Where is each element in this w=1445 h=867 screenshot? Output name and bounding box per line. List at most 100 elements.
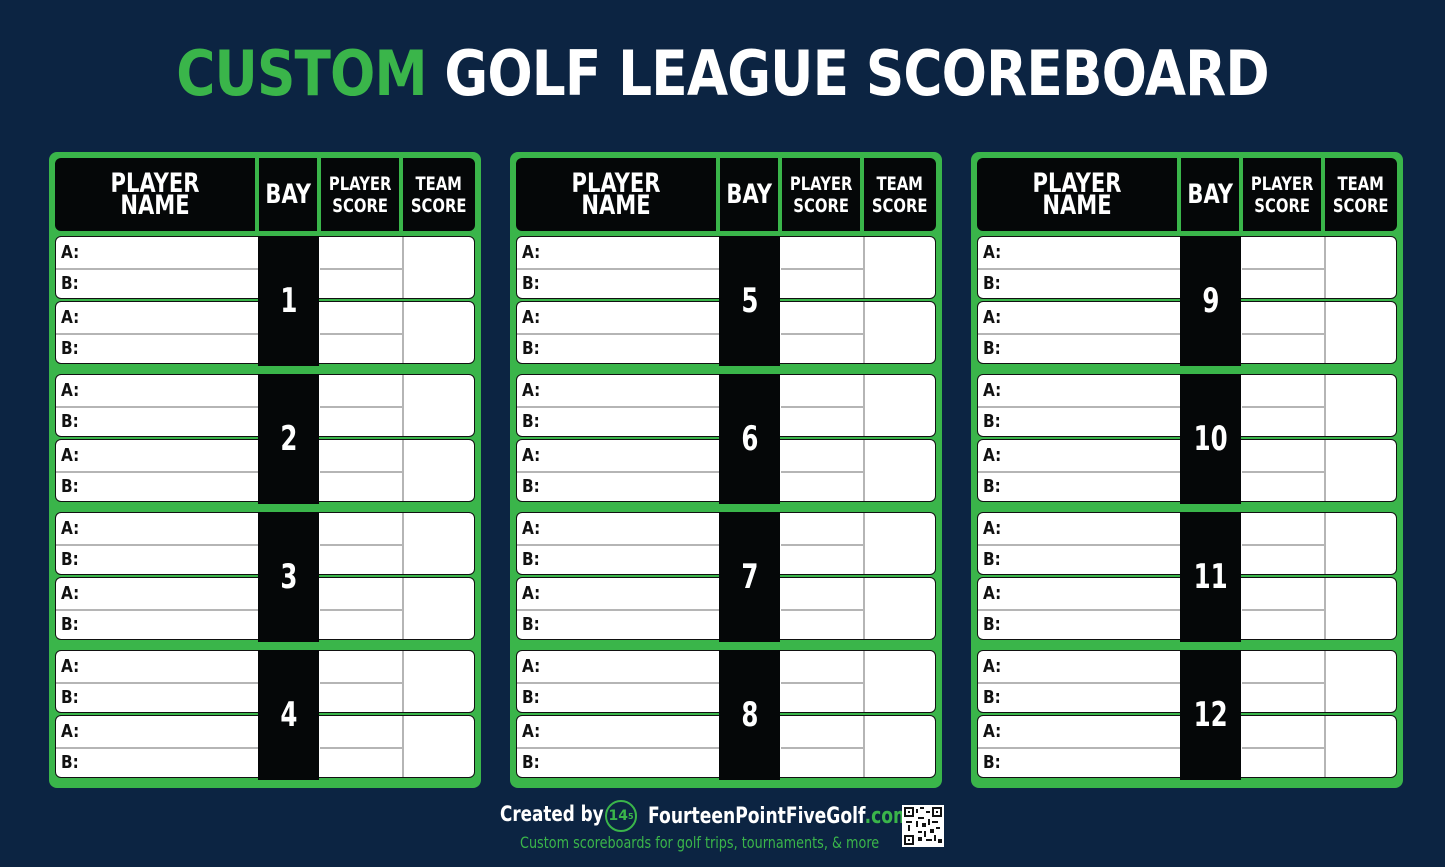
header-label: TEAM SCORE bbox=[1333, 172, 1389, 217]
header-label: PLAYER NAME bbox=[110, 167, 200, 221]
bay-number: 11 bbox=[1180, 512, 1241, 642]
row-divider bbox=[56, 406, 258, 408]
header-label: TEAM SCORE bbox=[872, 172, 928, 217]
row-divider bbox=[978, 333, 1180, 335]
row-divider bbox=[320, 747, 402, 749]
player-b-label: B: bbox=[61, 614, 79, 635]
row-divider bbox=[56, 544, 258, 546]
bay-group: A: B: A: B: 7 bbox=[516, 512, 936, 642]
player-b-label: B: bbox=[983, 687, 1001, 708]
player-b-label: B: bbox=[983, 476, 1001, 497]
player-b-label: B: bbox=[522, 752, 540, 773]
bay-group: A: B: A: B: 3 bbox=[55, 512, 475, 642]
player-b-label: B: bbox=[983, 752, 1001, 773]
scoreboard-panel: PLAYER NAME BAY PLAYER SCORE TEAM SCORE … bbox=[49, 152, 481, 788]
row-divider bbox=[56, 747, 258, 749]
row-divider bbox=[1242, 682, 1324, 684]
player-a-label: A: bbox=[522, 518, 541, 539]
row-divider bbox=[1242, 544, 1324, 546]
bay-group: A: B: A: B: 10 bbox=[977, 374, 1397, 504]
row-divider bbox=[517, 747, 719, 749]
column-divider bbox=[863, 578, 865, 639]
row-divider bbox=[781, 406, 863, 408]
header-player-score: PLAYER SCORE bbox=[782, 158, 860, 231]
bay-group: A: B: A: B: 11 bbox=[977, 512, 1397, 642]
header-label: TEAM SCORE bbox=[411, 172, 467, 217]
player-a-label: A: bbox=[983, 518, 1002, 539]
row-divider bbox=[781, 747, 863, 749]
column-divider bbox=[1324, 302, 1326, 363]
column-divider bbox=[402, 375, 404, 436]
player-a-label: A: bbox=[522, 242, 541, 263]
row-divider bbox=[320, 406, 402, 408]
bay-number: 5 bbox=[719, 236, 780, 366]
bay-number: 10 bbox=[1180, 374, 1241, 504]
player-a-label: A: bbox=[983, 380, 1002, 401]
player-b-label: B: bbox=[522, 549, 540, 570]
column-divider bbox=[863, 302, 865, 363]
bay-number: 1 bbox=[258, 236, 319, 366]
header-label: BAY bbox=[265, 178, 311, 210]
row-divider bbox=[320, 471, 402, 473]
header-player-score: PLAYER SCORE bbox=[1243, 158, 1321, 231]
row-divider bbox=[978, 609, 1180, 611]
footer: Created by 14 5 FourteenPointFiveGolf.com… bbox=[498, 800, 948, 856]
tagline: Custom scoreboards for golf trips, tourn… bbox=[520, 833, 880, 852]
column-divider bbox=[402, 440, 404, 501]
player-b-label: B: bbox=[983, 273, 1001, 294]
player-b-label: B: bbox=[983, 614, 1001, 635]
row-divider bbox=[1242, 268, 1324, 270]
page-title: CUSTOM GOLF LEAGUE SCOREBOARD bbox=[101, 34, 1344, 114]
brand-logo-icon: 14 5 bbox=[605, 800, 637, 832]
bay-number: 8 bbox=[719, 650, 780, 780]
header-player-name: PLAYER NAME bbox=[55, 158, 255, 231]
player-a-label: A: bbox=[61, 445, 80, 466]
column-divider bbox=[863, 513, 865, 574]
player-a-label: A: bbox=[61, 518, 80, 539]
bay-group: A: B: A: B: 5 bbox=[516, 236, 936, 366]
qr-code-icon[interactable] bbox=[902, 805, 944, 847]
column-divider bbox=[1324, 513, 1326, 574]
player-b-label: B: bbox=[61, 411, 79, 432]
column-divider bbox=[1324, 716, 1326, 777]
column-divider bbox=[863, 375, 865, 436]
row-divider bbox=[56, 471, 258, 473]
row-divider bbox=[1242, 333, 1324, 335]
player-b-label: B: bbox=[61, 752, 79, 773]
header-bay: BAY bbox=[1181, 158, 1239, 231]
column-divider bbox=[402, 302, 404, 363]
site-link[interactable]: FourteenPointFiveGolf.com bbox=[648, 804, 911, 829]
row-divider bbox=[781, 609, 863, 611]
player-b-label: B: bbox=[61, 338, 79, 359]
bay-group: A: B: A: B: 6 bbox=[516, 374, 936, 504]
player-a-label: A: bbox=[61, 583, 80, 604]
player-b-label: B: bbox=[522, 614, 540, 635]
row-divider bbox=[978, 544, 1180, 546]
header-team-score: TEAM SCORE bbox=[864, 158, 936, 231]
player-b-label: B: bbox=[522, 273, 540, 294]
row-divider bbox=[517, 333, 719, 335]
header-label: PLAYER SCORE bbox=[789, 172, 853, 217]
player-a-label: A: bbox=[61, 242, 80, 263]
row-divider bbox=[978, 471, 1180, 473]
row-divider bbox=[978, 268, 1180, 270]
bay-group: A: B: A: B: 4 bbox=[55, 650, 475, 780]
row-divider bbox=[978, 682, 1180, 684]
row-divider bbox=[781, 682, 863, 684]
table-header: PLAYER NAME BAY PLAYER SCORE TEAM SCORE bbox=[55, 158, 475, 231]
row-divider bbox=[517, 268, 719, 270]
column-divider bbox=[402, 513, 404, 574]
row-divider bbox=[517, 544, 719, 546]
header-team-score: TEAM SCORE bbox=[1325, 158, 1397, 231]
player-a-label: A: bbox=[61, 656, 80, 677]
column-divider bbox=[402, 578, 404, 639]
bay-group: A: B: A: B: 8 bbox=[516, 650, 936, 780]
header-player-name: PLAYER NAME bbox=[516, 158, 716, 231]
row-divider bbox=[56, 682, 258, 684]
row-divider bbox=[56, 333, 258, 335]
header-team-score: TEAM SCORE bbox=[403, 158, 475, 231]
bay-number-label: 4 bbox=[279, 695, 298, 735]
title-highlight: CUSTOM bbox=[176, 37, 427, 110]
row-divider bbox=[517, 609, 719, 611]
column-divider bbox=[1324, 237, 1326, 298]
